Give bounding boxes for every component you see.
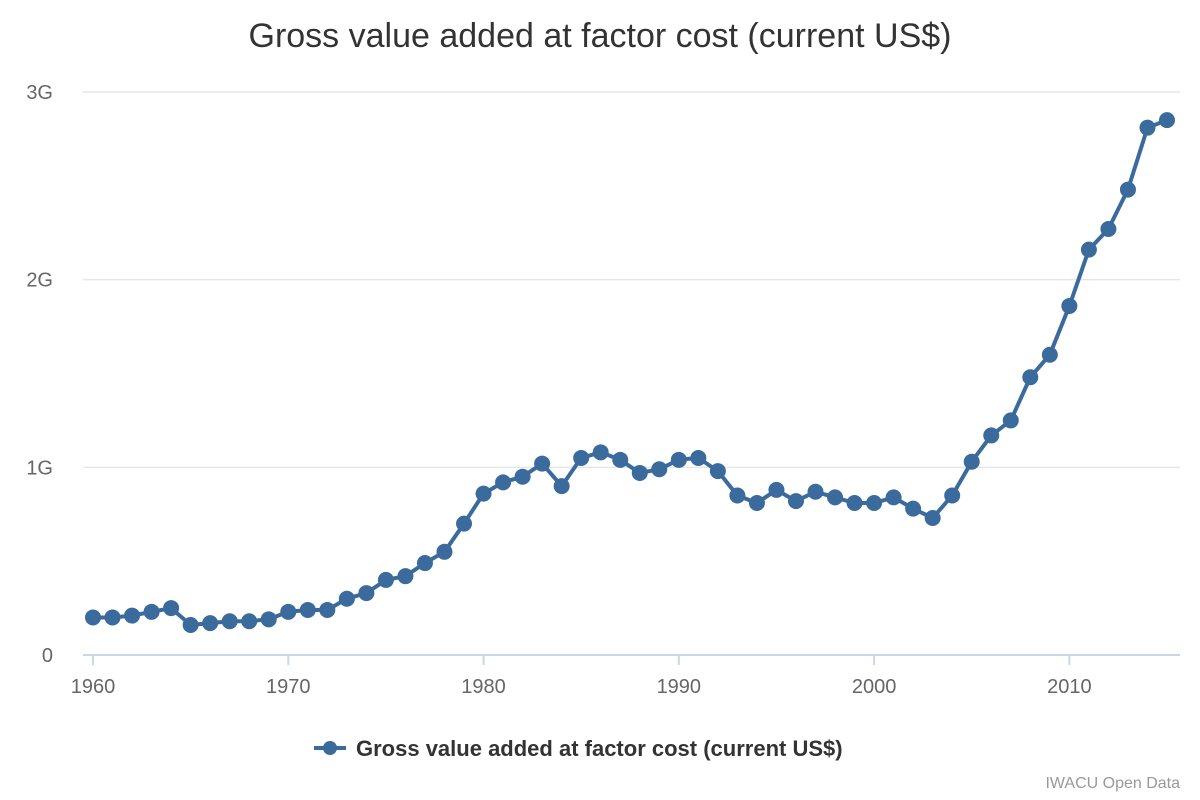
data-point[interactable] (260, 611, 277, 628)
data-point[interactable] (729, 487, 746, 504)
data-point[interactable] (475, 485, 492, 502)
data-point[interactable] (651, 461, 668, 478)
data-point[interactable] (456, 515, 473, 532)
data-point[interactable] (377, 571, 394, 588)
legend[interactable]: Gross value added at factor cost (curren… (314, 736, 843, 761)
data-point[interactable] (905, 500, 922, 517)
data-point[interactable] (1119, 181, 1136, 198)
data-point[interactable] (1139, 119, 1156, 136)
legend-dot-marker (323, 741, 337, 755)
data-point[interactable] (983, 427, 1000, 444)
data-point[interactable] (1041, 346, 1058, 363)
data-point[interactable] (827, 489, 844, 506)
data-point[interactable] (1061, 297, 1078, 314)
x-axis: 1960 1970 1980 1990 2000 2010 (71, 654, 1180, 698)
data-point[interactable] (924, 510, 941, 527)
x-tick-label: 2000 (852, 676, 897, 698)
data-point[interactable] (768, 481, 785, 498)
data-point[interactable] (104, 609, 121, 626)
data-point[interactable] (514, 468, 531, 485)
x-tick-label: 1970 (266, 676, 311, 698)
data-point[interactable] (182, 616, 199, 633)
data-point[interactable] (221, 613, 238, 630)
y-tick-label: 2G (26, 270, 53, 292)
data-point[interactable] (319, 601, 336, 618)
data-point[interactable] (885, 489, 902, 506)
credit-text[interactable]: IWACU Open Data (1045, 775, 1180, 792)
data-point[interactable] (1159, 112, 1175, 129)
data-point[interactable] (124, 607, 141, 624)
data-point[interactable] (358, 585, 375, 602)
data-point[interactable] (280, 603, 297, 620)
data-point[interactable] (846, 494, 863, 511)
y-tick-label: 0 (42, 645, 53, 667)
x-tick-label: 1960 (71, 676, 116, 698)
series-layer (85, 112, 1175, 633)
data-point[interactable] (338, 590, 355, 607)
y-tick-label: 3G (26, 82, 53, 104)
data-point[interactable] (631, 464, 648, 481)
chart-title: Gross value added at factor cost (curren… (249, 17, 952, 55)
data-point[interactable] (944, 487, 961, 504)
data-point[interactable] (866, 494, 883, 511)
data-point[interactable] (670, 451, 687, 468)
data-point[interactable] (1100, 220, 1117, 237)
y-tick-label: 1G (26, 457, 53, 479)
data-point[interactable] (436, 543, 453, 560)
data-point[interactable] (787, 493, 804, 510)
x-tick-label: 1990 (657, 676, 702, 698)
data-point[interactable] (748, 494, 765, 511)
data-point[interactable] (202, 615, 219, 632)
data-point[interactable] (612, 451, 629, 468)
x-tick-label: 1980 (461, 676, 506, 698)
data-point[interactable] (397, 568, 414, 585)
data-point[interactable] (573, 449, 590, 466)
data-point[interactable] (963, 453, 980, 470)
data-point[interactable] (1002, 412, 1019, 429)
data-point[interactable] (495, 474, 512, 491)
data-point[interactable] (299, 601, 316, 618)
data-point[interactable] (143, 603, 160, 620)
data-point[interactable] (534, 455, 551, 472)
y-axis-ticks: 0 1G 2G 3G (26, 82, 53, 667)
data-point[interactable] (85, 609, 101, 626)
data-point[interactable] (592, 444, 609, 461)
x-tick-label: 2010 (1047, 676, 1092, 698)
data-point[interactable] (241, 613, 258, 630)
data-point[interactable] (1080, 241, 1097, 258)
data-point[interactable] (163, 600, 180, 617)
legend-label: Gross value added at factor cost (curren… (356, 736, 843, 761)
data-point[interactable] (553, 478, 570, 495)
data-point[interactable] (690, 449, 707, 466)
data-point[interactable] (1022, 369, 1039, 386)
data-point[interactable] (416, 555, 433, 572)
data-point[interactable] (807, 483, 824, 500)
series-line (91, 118, 1169, 627)
data-point[interactable] (709, 463, 726, 480)
